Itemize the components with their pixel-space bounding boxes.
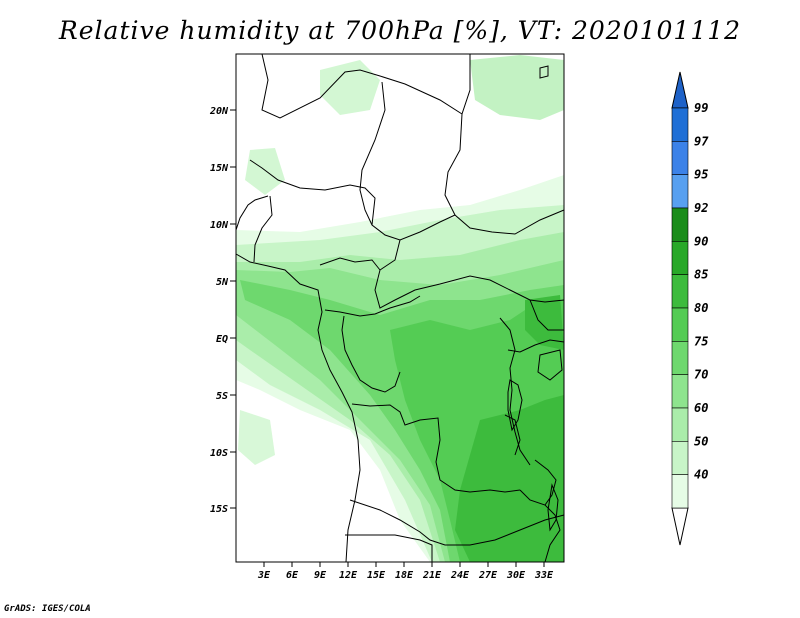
colorbar-swatch [671, 407, 689, 442]
longitude-axis [263, 562, 545, 567]
colorbar-swatch [671, 474, 689, 509]
colorbar-swatch [671, 341, 689, 375]
lon-label: 24E [450, 570, 470, 581]
lat-label: 15N [210, 163, 229, 174]
humidity-50-north [320, 60, 380, 115]
colorbar-swatch [671, 207, 689, 242]
map-frame [235, 53, 565, 563]
lon-label: 9E [314, 570, 327, 581]
colorbar-bottom-arrow [671, 507, 689, 546]
lon-label: 3E [257, 570, 271, 581]
colorbar-level-label: 50 [694, 434, 708, 448]
colorbar-swatch [671, 441, 689, 475]
colorbar-level-label: 70 [694, 368, 708, 382]
lat-label: 5N [216, 277, 229, 288]
colorbar-level-label: 92 [694, 201, 708, 215]
longitude-labels: 3E 6E 9E 12E 15E 18E 21E 24E 27E 30E 33E [257, 570, 554, 581]
colorbar-swatch [671, 141, 689, 175]
colorbar-level-label: 95 [694, 168, 708, 182]
colorbar-level-label: 97 [694, 134, 709, 148]
humidity-85-region [455, 395, 564, 562]
colorbar-level-label: 99 [694, 101, 708, 115]
colorbar-level-label: 40 [694, 468, 708, 482]
lat-label: 20N [209, 106, 229, 117]
colorbar-level-label: 80 [694, 301, 708, 315]
colorbar-swatch [671, 374, 689, 409]
lon-label: 15E [367, 570, 386, 581]
lat-label: 10S [210, 448, 228, 459]
colorbar-swatch [671, 174, 689, 209]
colorbar-top-arrow [671, 71, 689, 109]
humidity-50-wave [245, 148, 285, 195]
lat-label: 5S [216, 391, 228, 402]
lon-label: 18E [395, 570, 414, 581]
lat-label: EQ [216, 334, 228, 345]
colorbar-level-label: 75 [694, 334, 708, 348]
colorbar-level-label: 90 [694, 234, 708, 248]
colorbar-swatch [671, 241, 689, 275]
map-title: Relative humidity at 700hPa [%], VT: 202… [58, 16, 742, 45]
grads-credit: GrADS: IGES/COLA [4, 604, 91, 614]
lon-label: 30E [506, 570, 526, 581]
country-borders [235, 53, 565, 563]
humidity-50-gulf [238, 410, 275, 465]
humidity-60-north [470, 55, 564, 120]
lat-label: 15S [210, 504, 228, 515]
latitude-axis [230, 109, 236, 509]
lat-label: 10N [210, 220, 229, 231]
humidity-field [236, 55, 564, 562]
colorbar: 99 97 95 92 90 85 80 75 70 60 50 40 [671, 71, 709, 546]
colorbar-level-label: 60 [694, 401, 708, 415]
lon-label: 33E [534, 570, 554, 581]
lakes [507, 65, 563, 532]
lon-label: 27E [478, 570, 498, 581]
latitude-labels: 20N 15N 10N 5N EQ 5S 10S 15S [209, 106, 229, 515]
humidity-85-spot [525, 295, 564, 350]
lon-label: 12E [339, 570, 358, 581]
lon-label: 21E [422, 570, 442, 581]
colorbar-level-label: 85 [694, 268, 708, 282]
lon-label: 6E [286, 570, 299, 581]
colorbar-swatch [671, 274, 689, 309]
colorbar-swatch [671, 307, 689, 342]
colorbar-swatch [671, 107, 689, 142]
